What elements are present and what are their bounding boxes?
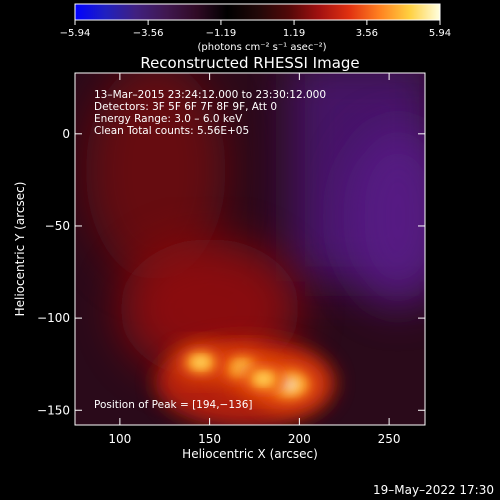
y-axis-label: Heliocentric Y (arcsec) bbox=[13, 182, 27, 317]
colorbar-tick-label: 3.56 bbox=[356, 28, 378, 39]
info-line: Clean Total counts: 5.56E+05 bbox=[94, 125, 249, 137]
y-tick-label: 0 bbox=[62, 127, 70, 141]
colorbar-tick-label: 5.94 bbox=[429, 28, 451, 39]
colorbar: −5.94 −3.56 −1.19 1.19 3.56 5.94 (photons cm⁻… bbox=[60, 3, 451, 53]
colorbar-gradient bbox=[74, 3, 441, 21]
info-annotations: 13–Mar–2015 23:24:12.000 to 23:30:12.000… bbox=[94, 89, 326, 137]
info-line: Detectors: 3F 5F 6F 7F 8F 9F, Att 0 bbox=[94, 101, 277, 113]
colorbar-tick-label: 1.19 bbox=[283, 28, 305, 39]
diffuse-emission-red bbox=[85, 73, 226, 281]
colorbar-tick-label: −1.19 bbox=[206, 28, 237, 39]
source-core bbox=[257, 374, 270, 384]
info-line: 13–Mar–2015 23:24:12.000 to 23:30:12.000 bbox=[94, 89, 326, 101]
x-tick-label: 150 bbox=[198, 432, 221, 446]
colorbar-units-label: (photons cm⁻² s⁻¹ asec⁻²) bbox=[197, 42, 326, 53]
info-line: Energy Range: 3.0 – 6.0 keV bbox=[94, 113, 243, 125]
x-tick-label: 200 bbox=[288, 432, 311, 446]
plot-frame bbox=[74, 72, 426, 426]
diffuse-emission-purple-core bbox=[343, 126, 425, 307]
x-axis-label: Heliocentric X (arcsec) bbox=[182, 447, 318, 461]
peak-position-label: Position of Peak = [194,−136] bbox=[94, 399, 253, 411]
x-tick-label: 100 bbox=[108, 432, 131, 446]
y-tick-label: −150 bbox=[37, 403, 70, 417]
heatmap-sources bbox=[174, 343, 325, 411]
source-core bbox=[194, 357, 207, 367]
y-axis-ticks: 0 −50 −100 −150 bbox=[37, 127, 425, 417]
x-tick-label: 250 bbox=[378, 432, 401, 446]
y-tick-label: −50 bbox=[45, 219, 70, 233]
colorbar-ticks: −5.94 −3.56 −1.19 1.19 3.56 5.94 bbox=[60, 20, 451, 39]
chart-title: Reconstructed RHESSI Image bbox=[140, 54, 359, 72]
colorbar-tick-label: −5.94 bbox=[60, 28, 91, 39]
colorbar-tick-label: −3.56 bbox=[133, 28, 164, 39]
heatmap-image bbox=[75, 73, 425, 425]
y-tick-label: −100 bbox=[37, 311, 70, 325]
x-axis-ticks: 100 150 200 250 bbox=[108, 73, 401, 446]
plot-timestamp: 19–May–2022 17:30 bbox=[373, 483, 494, 497]
